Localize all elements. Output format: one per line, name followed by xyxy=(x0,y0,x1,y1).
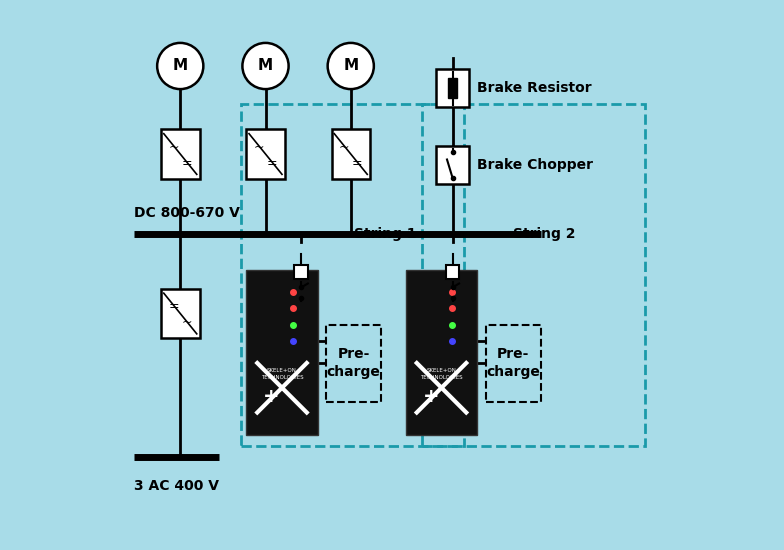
Circle shape xyxy=(242,43,289,89)
Bar xyxy=(448,78,457,98)
Bar xyxy=(406,270,477,434)
Bar xyxy=(436,146,469,184)
Text: =: = xyxy=(182,157,192,170)
Bar xyxy=(241,104,463,446)
Text: =: = xyxy=(352,157,363,170)
Text: +: + xyxy=(263,387,280,405)
Bar xyxy=(246,270,318,434)
Circle shape xyxy=(328,43,374,89)
Text: +: + xyxy=(423,387,439,405)
Bar xyxy=(423,104,645,446)
Bar xyxy=(326,324,381,402)
Text: =: = xyxy=(169,300,179,313)
Text: ~: ~ xyxy=(339,141,350,154)
Text: M: M xyxy=(172,58,188,74)
Bar xyxy=(485,324,540,402)
Text: Brake Chopper: Brake Chopper xyxy=(477,158,593,172)
Text: =: = xyxy=(267,157,278,170)
Text: SKELE+ON
TECHNOLOGIES: SKELE+ON TECHNOLOGIES xyxy=(420,368,463,380)
Bar xyxy=(246,129,285,179)
Text: DC 800-670 V: DC 800-670 V xyxy=(133,206,239,220)
Text: ~: ~ xyxy=(254,141,264,154)
Text: String 1: String 1 xyxy=(354,227,416,241)
Bar xyxy=(294,266,308,279)
Text: Pre-
charge: Pre- charge xyxy=(327,348,380,378)
Text: ~: ~ xyxy=(182,316,192,329)
Text: M: M xyxy=(258,58,273,74)
Text: 3 AC 400 V: 3 AC 400 V xyxy=(133,478,219,492)
Text: ~: ~ xyxy=(169,141,179,154)
Text: Brake Resistor: Brake Resistor xyxy=(477,81,592,95)
Bar xyxy=(161,289,199,338)
Text: Pre-
charge: Pre- charge xyxy=(486,348,540,378)
Bar xyxy=(436,69,469,107)
Text: SKELE+ON
TECHNOLOGIES: SKELE+ON TECHNOLOGIES xyxy=(261,368,303,380)
Bar xyxy=(445,266,459,279)
Text: M: M xyxy=(343,58,358,74)
Bar xyxy=(332,129,370,179)
Circle shape xyxy=(157,43,203,89)
Bar xyxy=(161,129,199,179)
Text: String 2: String 2 xyxy=(513,227,575,241)
